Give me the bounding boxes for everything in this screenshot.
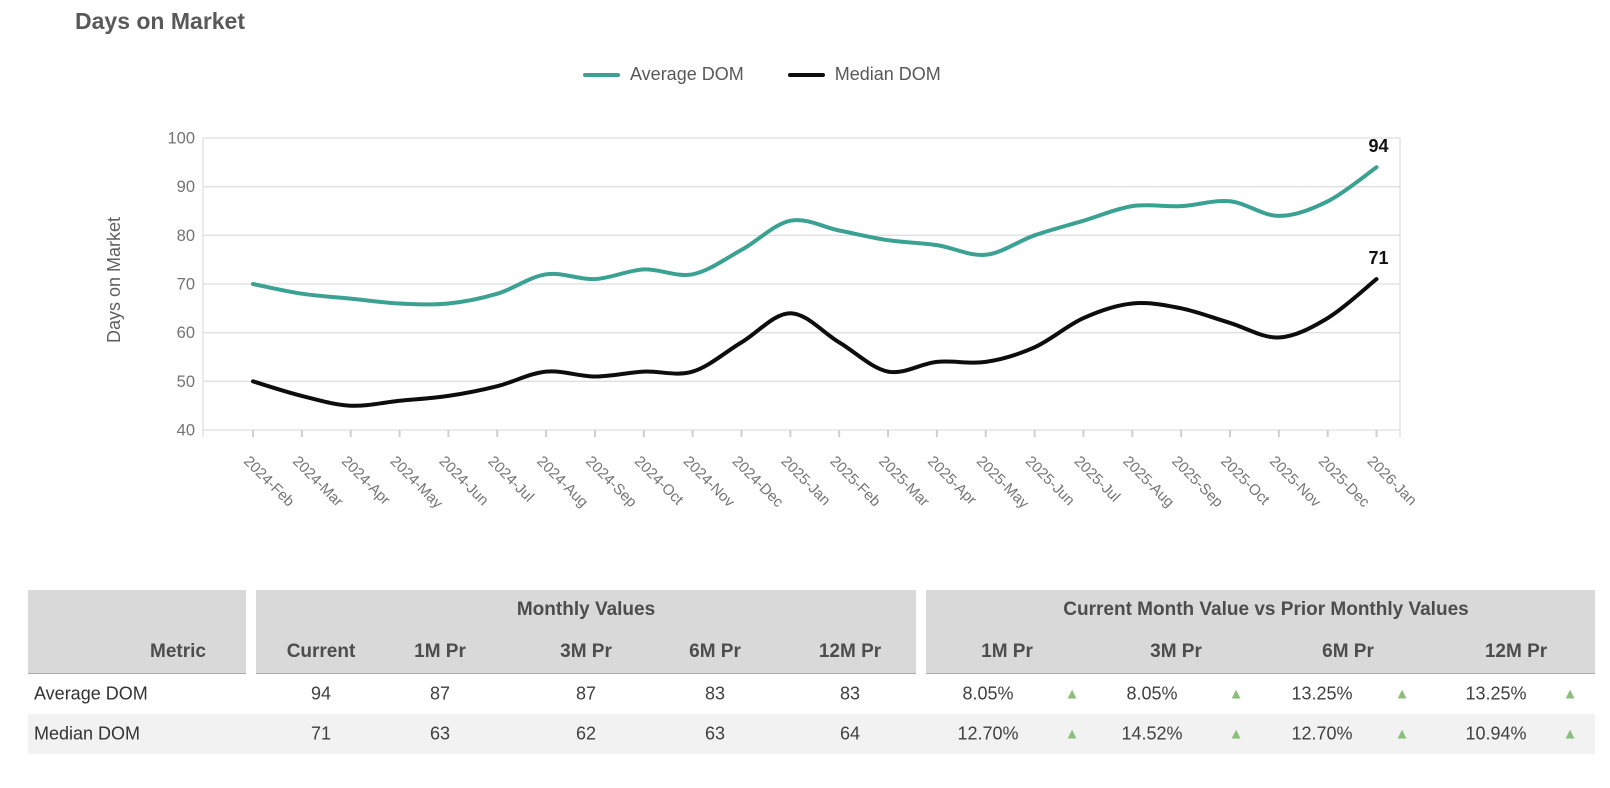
cell-6m-pr: 83 bbox=[704, 683, 726, 704]
legend-item-average-dom[interactable]: Average DOM bbox=[583, 64, 744, 85]
y-tick-label: 90 bbox=[177, 178, 195, 196]
cell-12m-pr: 64 bbox=[839, 723, 861, 744]
y-tick-label: 70 bbox=[177, 276, 195, 294]
cell-1m-pr: 63 bbox=[429, 723, 451, 744]
cell-1m-pr: 87 bbox=[429, 683, 451, 704]
median-dom-line-swatch bbox=[787, 72, 825, 77]
x-tick-label: 2025-Dec bbox=[1315, 453, 1373, 511]
x-tick-label: 2025-Feb bbox=[826, 453, 883, 510]
x-tick-label: 2024-Nov bbox=[680, 453, 738, 511]
group-title-vs-prior: Current Month Value vs Prior Monthly Val… bbox=[1063, 599, 1469, 620]
column-header-vs-1m-pr: 1M Pr bbox=[981, 641, 1033, 662]
legend-item-median-dom[interactable]: Median DOM bbox=[787, 64, 941, 85]
cell-vs-6m-pct: 13.25% bbox=[1291, 683, 1353, 704]
up-triangle-icon: ▲ bbox=[1394, 685, 1410, 703]
column-header-metric: Metric bbox=[150, 641, 206, 662]
table-header: Monthly Values Current Month Value vs Pr… bbox=[28, 590, 1595, 674]
up-triangle-icon: ▲ bbox=[1064, 725, 1080, 743]
cell-vs-6m-pct: 12.70% bbox=[1291, 723, 1353, 744]
column-header-12m-pr: 12M Pr bbox=[818, 641, 882, 662]
column-header-3m-pr: 3M Pr bbox=[560, 641, 612, 662]
cell-current: 94 bbox=[310, 683, 332, 704]
up-triangle-icon: ▲ bbox=[1562, 685, 1578, 703]
x-tick-label: 2025-Jan bbox=[778, 453, 834, 509]
table-row-average-dom[interactable]: Average DOM 94 87 87 83 83 8.05% ▲ 8.05%… bbox=[28, 674, 1595, 714]
x-tick-label: 2024-Feb bbox=[240, 453, 297, 510]
column-header-6m-pr: 6M Pr bbox=[689, 641, 741, 662]
up-triangle-icon: ▲ bbox=[1394, 725, 1410, 743]
x-tick-label: 2025-Nov bbox=[1266, 453, 1324, 511]
series-line-median-dom[interactable] bbox=[251, 277, 1379, 408]
vs-prior-header-block bbox=[926, 590, 1595, 674]
y-tick-label: 100 bbox=[167, 130, 195, 148]
x-tick-label: 2025-Jul bbox=[1071, 453, 1124, 506]
metric-header-block bbox=[28, 590, 246, 674]
y-tick-label: 50 bbox=[177, 373, 195, 391]
x-tick-label: 2025-Mar bbox=[875, 453, 932, 510]
up-triangle-icon: ▲ bbox=[1562, 725, 1578, 743]
column-header-vs-6m-pr: 6M Pr bbox=[1322, 641, 1374, 662]
x-tick-label: 2025-Sep bbox=[1168, 453, 1226, 511]
x-tick-label: 2026-Jan bbox=[1364, 453, 1420, 509]
column-header-vs-3m-pr: 3M Pr bbox=[1150, 641, 1202, 662]
up-triangle-icon: ▲ bbox=[1228, 685, 1244, 703]
y-tick-label: 80 bbox=[177, 227, 195, 245]
cell-12m-pr: 83 bbox=[839, 683, 861, 704]
y-axis-title: Days on Market bbox=[103, 216, 124, 344]
column-header-1m-pr: 1M Pr bbox=[414, 641, 466, 662]
cell-6m-pr: 63 bbox=[704, 723, 726, 744]
x-tick-label: 2025-Apr bbox=[924, 453, 980, 509]
x-tick-label: 2025-Aug bbox=[1119, 453, 1177, 511]
x-tick-label: 2024-Apr bbox=[338, 453, 394, 509]
x-tick-label: 2024-Jul bbox=[484, 453, 537, 506]
cell-vs-3m-pct: 8.05% bbox=[1126, 683, 1178, 704]
cell-vs-12m-pct: 13.25% bbox=[1465, 683, 1527, 704]
data-label: 94 bbox=[1369, 136, 1389, 156]
row-label: Average DOM bbox=[34, 683, 148, 704]
group-title-monthly-values: Monthly Values bbox=[516, 599, 656, 620]
x-tick-label: 2025-Oct bbox=[1217, 453, 1273, 509]
cell-vs-1m-pct: 12.70% bbox=[957, 723, 1019, 744]
chart-legend: Average DOM Median DOM bbox=[583, 64, 941, 85]
cell-3m-pr: 87 bbox=[575, 683, 597, 704]
y-tick-label: 40 bbox=[177, 422, 195, 440]
cell-3m-pr: 62 bbox=[575, 723, 597, 744]
table-row-median-dom[interactable]: Median DOM 71 63 62 63 64 12.70% ▲ 14.52… bbox=[28, 714, 1595, 754]
page-title: Days on Market bbox=[75, 8, 246, 34]
column-header-current: Current bbox=[286, 641, 356, 662]
legend-label-average-dom: Average DOM bbox=[630, 64, 744, 84]
series-line-average-dom[interactable] bbox=[251, 165, 1379, 307]
x-tick-label: 2024-Sep bbox=[582, 453, 640, 511]
cell-vs-12m-pct: 10.94% bbox=[1465, 723, 1527, 744]
y-tick-label: 60 bbox=[177, 324, 195, 342]
up-triangle-icon: ▲ bbox=[1228, 725, 1244, 743]
legend-label-median-dom: Median DOM bbox=[834, 64, 941, 84]
up-triangle-icon: ▲ bbox=[1064, 685, 1080, 703]
cell-vs-1m-pct: 8.05% bbox=[962, 683, 1014, 704]
x-tick-label: 2024-Oct bbox=[631, 453, 687, 509]
data-label: 71 bbox=[1369, 248, 1389, 268]
cell-vs-3m-pct: 14.52% bbox=[1121, 723, 1183, 744]
x-tick-label: 2024-Dec bbox=[729, 453, 787, 511]
row-label: Median DOM bbox=[34, 723, 141, 744]
x-tick-label: 2024-Mar bbox=[289, 453, 346, 510]
summary-table: Monthly Values Current Month Value vs Pr… bbox=[28, 590, 1595, 754]
column-header-vs-12m-pr: 12M Pr bbox=[1484, 641, 1548, 662]
average-dom-line-swatch bbox=[583, 72, 620, 77]
cell-current: 71 bbox=[310, 723, 332, 744]
monthly-header-block bbox=[256, 590, 916, 674]
x-tick-label: 2024-Aug bbox=[533, 453, 591, 511]
